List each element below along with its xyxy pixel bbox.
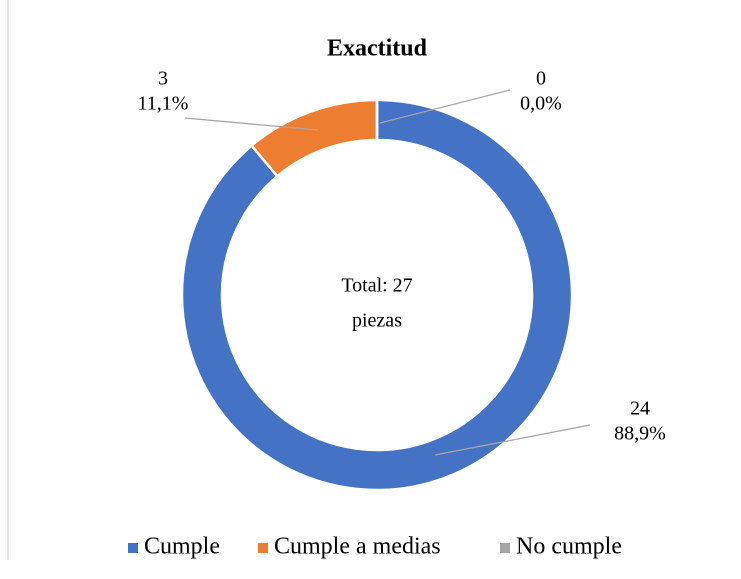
center-label: piezas xyxy=(352,310,402,332)
data-label: 0 xyxy=(536,68,546,90)
legend-swatch xyxy=(128,543,138,553)
center-label: Total: 27 xyxy=(341,275,412,297)
legend-label: Cumple a medias xyxy=(274,534,441,560)
percent-label: 88,9% xyxy=(614,423,666,445)
chart-title: Exactitud xyxy=(327,36,428,62)
legend-label: No cumple xyxy=(516,534,622,560)
legend-swatch xyxy=(500,543,510,553)
leader-line xyxy=(184,117,319,131)
data-label: 24 xyxy=(630,398,650,420)
legend-label: Cumple xyxy=(144,534,220,560)
percent-label: 0,0% xyxy=(520,93,562,115)
donut-slice xyxy=(180,98,574,492)
leader-line xyxy=(434,424,591,456)
legend-swatch xyxy=(258,543,268,553)
data-label: 3 xyxy=(158,68,168,90)
percent-label: 11,1% xyxy=(138,93,189,115)
leader-line xyxy=(379,89,511,124)
